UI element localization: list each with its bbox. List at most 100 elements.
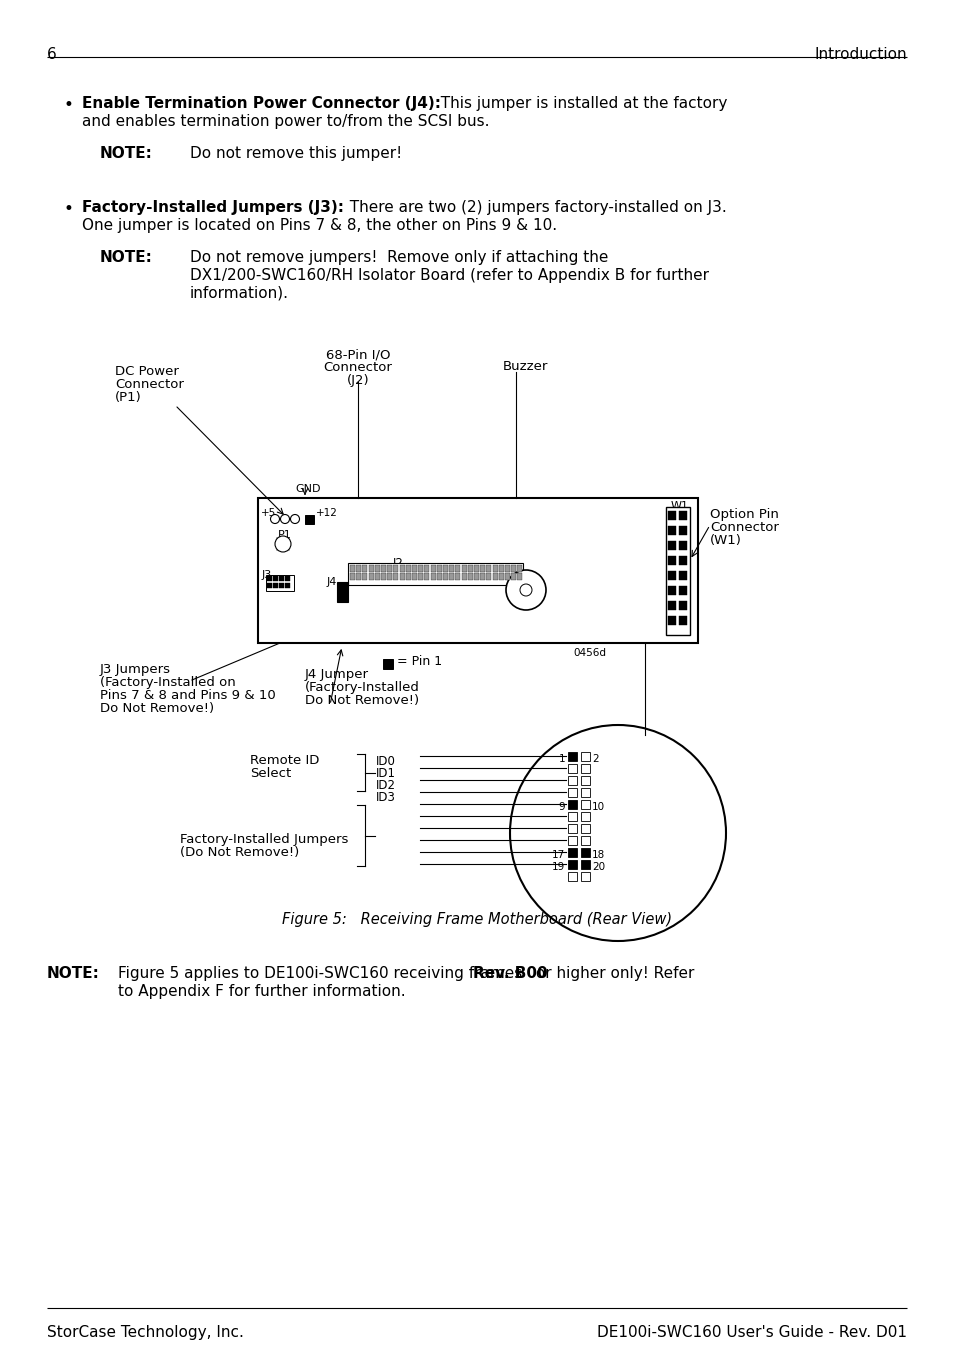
Text: Factory-Installed Jumpers (J3):: Factory-Installed Jumpers (J3):	[82, 200, 344, 215]
Bar	[679, 511, 686, 520]
Text: This jumper is installed at the factory: This jumper is installed at the factory	[431, 96, 726, 111]
Bar	[350, 574, 355, 580]
Bar	[267, 583, 272, 589]
Bar	[567, 872, 577, 882]
Bar	[667, 586, 676, 596]
Circle shape	[274, 537, 291, 552]
Bar	[486, 574, 491, 580]
Text: 0456d: 0456d	[573, 648, 605, 658]
Text: Remote ID: Remote ID	[250, 754, 319, 767]
Text: Factory-Installed Jumpers: Factory-Installed Jumpers	[180, 832, 348, 846]
Bar	[424, 565, 429, 572]
Text: (Factory-Installed on: (Factory-Installed on	[100, 676, 235, 689]
Text: •: •	[63, 200, 72, 218]
Text: One jumper is located on Pins 7 & 8, the other on Pins 9 & 10.: One jumper is located on Pins 7 & 8, the…	[82, 218, 557, 233]
Bar	[424, 574, 429, 580]
Bar	[362, 565, 367, 572]
Bar	[266, 575, 294, 591]
Bar	[278, 576, 284, 580]
Circle shape	[280, 515, 289, 523]
Bar	[455, 574, 460, 580]
Text: StorCase Technology, Inc.: StorCase Technology, Inc.	[47, 1325, 244, 1340]
Bar	[567, 776, 577, 784]
Bar	[679, 526, 686, 535]
Bar	[417, 565, 423, 572]
Bar	[498, 565, 503, 572]
Bar	[580, 764, 589, 773]
Text: (W1): (W1)	[709, 534, 741, 548]
Circle shape	[505, 570, 545, 611]
Bar	[387, 565, 392, 572]
Bar	[580, 776, 589, 784]
Bar	[679, 586, 686, 596]
Bar	[273, 576, 277, 580]
Bar	[667, 556, 676, 565]
Bar	[667, 571, 676, 580]
Bar	[665, 507, 689, 635]
Bar	[679, 571, 686, 580]
Bar	[492, 574, 497, 580]
Text: (J2): (J2)	[346, 374, 369, 387]
Circle shape	[519, 585, 532, 596]
Circle shape	[291, 515, 299, 523]
Text: DC Power: DC Power	[115, 366, 179, 378]
Text: 17: 17	[551, 850, 564, 860]
Bar	[362, 574, 367, 580]
Text: 9: 9	[558, 802, 564, 812]
Text: Figure 5 applies to DE100i-SWC160 receiving frames: Figure 5 applies to DE100i-SWC160 receiv…	[118, 967, 527, 982]
Text: (P1): (P1)	[115, 392, 142, 404]
Text: Introduction: Introduction	[814, 47, 906, 62]
Bar	[567, 836, 577, 845]
Text: 19: 19	[551, 862, 564, 872]
Bar	[417, 574, 423, 580]
Bar	[267, 576, 272, 580]
Bar	[467, 565, 473, 572]
Bar	[368, 574, 374, 580]
Bar	[380, 565, 386, 572]
Bar	[667, 616, 676, 626]
Text: 2: 2	[592, 754, 598, 764]
Bar	[278, 583, 284, 589]
Bar	[461, 565, 466, 572]
Bar	[580, 812, 589, 821]
Bar	[492, 565, 497, 572]
Text: ID1: ID1	[375, 767, 395, 780]
Text: Option Pin: Option Pin	[709, 508, 778, 522]
Bar	[368, 565, 374, 572]
Text: •: •	[63, 96, 72, 114]
Text: = Pin 1: = Pin 1	[396, 654, 441, 668]
Bar	[567, 764, 577, 773]
Text: P1: P1	[278, 530, 292, 539]
Text: J3: J3	[262, 570, 272, 580]
Bar	[350, 565, 355, 572]
Text: Connector: Connector	[323, 361, 392, 374]
Bar	[436, 574, 441, 580]
Bar	[511, 574, 516, 580]
Text: Buzzer: Buzzer	[502, 360, 548, 372]
Bar	[467, 574, 473, 580]
Bar	[355, 574, 361, 580]
Bar	[380, 574, 386, 580]
Text: 20: 20	[592, 862, 604, 872]
Bar	[449, 565, 454, 572]
Bar	[430, 574, 436, 580]
Bar	[399, 574, 404, 580]
Text: Do Not Remove!): Do Not Remove!)	[100, 702, 213, 715]
Bar	[442, 574, 448, 580]
Text: Do not remove this jumper!: Do not remove this jumper!	[190, 146, 402, 162]
Text: Connector: Connector	[115, 378, 184, 392]
Bar	[667, 541, 676, 550]
Bar	[580, 824, 589, 832]
Bar	[430, 565, 436, 572]
Bar	[504, 565, 510, 572]
Bar	[412, 574, 416, 580]
Bar	[285, 576, 290, 580]
Text: W1: W1	[670, 501, 688, 511]
Bar	[567, 847, 577, 857]
Text: Do Not Remove!): Do Not Remove!)	[305, 694, 418, 706]
Bar	[580, 752, 589, 761]
Text: (Do Not Remove!): (Do Not Remove!)	[180, 846, 299, 858]
Text: GND: GND	[294, 485, 320, 494]
Bar	[375, 565, 379, 572]
Bar	[336, 582, 348, 602]
